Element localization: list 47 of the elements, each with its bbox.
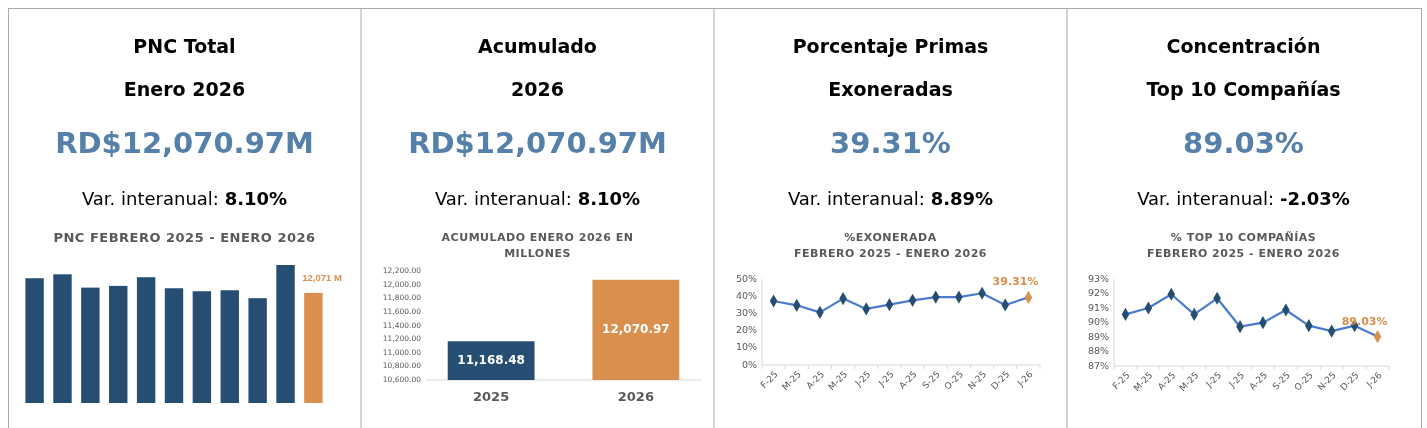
y-tick-label: 30%: [735, 306, 757, 318]
text: Var. interanual: 8.89%: [787, 188, 994, 209]
y-tick-label: 50%: [735, 272, 757, 284]
text: Acumulado 2026: [478, 34, 597, 100]
x-tick-label: 2025: [473, 388, 510, 404]
text: 39.31%: [830, 126, 951, 160]
y-tick-label: 91%: [1087, 301, 1109, 313]
text: Var. interanual: 8.10%: [81, 188, 288, 209]
y-tick-label: 10%: [735, 341, 757, 353]
text: RD$12,070.97M: [408, 126, 667, 160]
bar: [248, 298, 267, 403]
y-tick-label: 87%: [1087, 359, 1109, 371]
y-tick-label: 40%: [735, 289, 757, 301]
bar: [164, 288, 184, 403]
text: PNC Total Enero 2026: [123, 34, 246, 100]
bar: [304, 292, 323, 403]
text: Porcentaje Primas Exoneradas: [792, 34, 989, 100]
chart-title: % TOP 10 COMPAÑÍAS FEBRERO 2025 - ENERO 2026: [1147, 231, 1340, 260]
annotation: 39.31%: [992, 275, 1039, 289]
chart-title: PNC FEBRERO 2025 - ENERO 2026: [53, 229, 316, 245]
text: Concentración Top 10 Compañías: [1146, 34, 1341, 100]
text: Var. interanual: 8.10%: [434, 188, 641, 209]
x-tick-label: 2026: [617, 388, 654, 404]
chart-title: ACUMULADO ENERO 2026 EN MILLONES: [441, 231, 634, 260]
bar: [276, 265, 295, 403]
bar: [192, 291, 212, 403]
y-tick-label: 88%: [1087, 345, 1109, 356]
bar: [136, 277, 156, 403]
text: 89.03%: [1183, 126, 1304, 160]
text: RD$12,070.97M: [55, 126, 314, 160]
y-tick-label: 0%: [741, 358, 757, 370]
data-label: 12,071 M: [302, 272, 342, 284]
y-tick-label: 90%: [1087, 316, 1109, 327]
data-label: 12,070.97: [602, 322, 670, 337]
data-label: 11,168.48: [457, 353, 525, 368]
chart-title: %EXONERADA FEBRERO 2025 - ENERO 2026: [794, 231, 987, 260]
y-tick-label: 89%: [1087, 330, 1109, 342]
annotation: 89.03%: [1341, 314, 1388, 328]
bar: [53, 274, 72, 403]
bar: [109, 285, 128, 403]
bar: [81, 287, 100, 403]
y-tick-label: 20%: [735, 324, 757, 336]
y-tick-label: 93%: [1087, 272, 1109, 284]
bar: [25, 278, 44, 403]
bar: [220, 290, 239, 403]
y-tick-label: 92%: [1087, 287, 1109, 298]
text: Var. interanual: -2.03%: [1137, 188, 1350, 209]
